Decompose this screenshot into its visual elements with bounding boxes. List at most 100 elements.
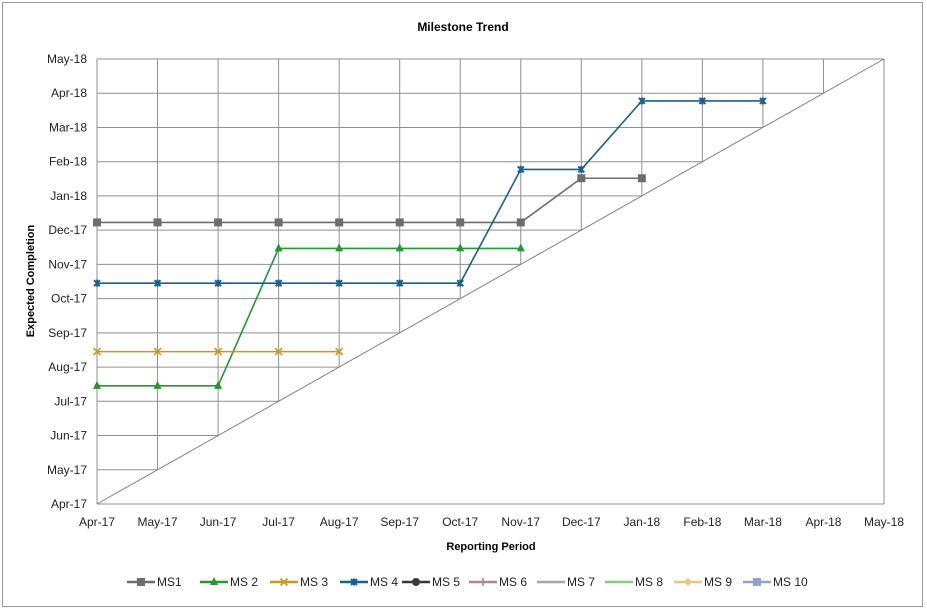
series-line bbox=[97, 177, 642, 224]
marker-square bbox=[137, 578, 145, 586]
legend-label: MS 2 bbox=[230, 575, 258, 589]
reference-line bbox=[96, 58, 885, 505]
marker-circle bbox=[412, 578, 420, 586]
marker-x bbox=[274, 347, 283, 356]
reference-diagonal bbox=[96, 58, 885, 505]
y-tick-label: Apr-18 bbox=[51, 86, 87, 100]
y-tick-label: Apr-17 bbox=[51, 497, 87, 511]
marker-square bbox=[395, 218, 404, 227]
marker-triangle bbox=[93, 380, 101, 389]
marker-x bbox=[335, 347, 344, 356]
marker-square bbox=[456, 218, 465, 227]
y-tick-label: Aug-17 bbox=[48, 360, 87, 374]
y-tick-label: Feb-18 bbox=[49, 155, 87, 169]
y-tick-label: Jul-17 bbox=[54, 394, 87, 408]
series-ms-3 bbox=[92, 347, 344, 356]
y-tick-label: Jan-18 bbox=[50, 189, 87, 203]
x-tick-label: Jan-18 bbox=[623, 515, 660, 529]
y-tick-label: May-17 bbox=[47, 463, 87, 477]
marker-star bbox=[698, 97, 707, 105]
marker-triangle bbox=[456, 243, 465, 252]
legend-item-ms-5: MS 5 bbox=[402, 575, 460, 589]
marker-triangle bbox=[335, 243, 344, 252]
x-tick-label: Nov-17 bbox=[501, 515, 540, 529]
x-tick-label: Jun-17 bbox=[200, 515, 237, 529]
series-line bbox=[97, 100, 763, 284]
marker-star bbox=[395, 279, 404, 287]
marker-square bbox=[153, 218, 162, 227]
x-tick-label: Oct-17 bbox=[442, 515, 478, 529]
legend-item-ms-3: MS 3 bbox=[270, 575, 328, 589]
marker-diamond bbox=[684, 578, 692, 586]
legend: MS1 MS 2 MS 3 MS 4 MS 5 MS 6 MS 7 MS 8 MS 9 MS 10 bbox=[127, 575, 808, 589]
marker-star bbox=[153, 279, 162, 287]
legend-label: MS 10 bbox=[773, 575, 808, 589]
marker-star bbox=[214, 279, 222, 287]
marker-x bbox=[279, 577, 289, 587]
marker-x bbox=[214, 347, 223, 356]
x-tick-label: Feb-18 bbox=[683, 515, 721, 529]
legend-item-ms-6: MS 6 bbox=[469, 575, 527, 589]
marker-x bbox=[92, 347, 102, 356]
legend-label: MS 5 bbox=[432, 575, 460, 589]
legend-item-ms-4: MS 4 bbox=[340, 575, 398, 589]
marker-star bbox=[350, 578, 358, 586]
y-tick-label: Mar-18 bbox=[49, 120, 87, 134]
x-tick-label: May-18 bbox=[864, 515, 904, 529]
marker-square bbox=[516, 218, 525, 227]
series-group bbox=[92, 97, 767, 389]
marker-triangle bbox=[153, 380, 162, 389]
marker-square bbox=[577, 174, 586, 183]
legend-label: MS 3 bbox=[300, 575, 328, 589]
marker-triangle bbox=[214, 380, 223, 389]
x-tick-label: May-17 bbox=[138, 515, 178, 529]
series-ms1 bbox=[93, 174, 646, 227]
marker-square bbox=[335, 218, 344, 227]
y-tick-label: Jun-17 bbox=[50, 429, 87, 443]
legend-item-ms-8: MS 8 bbox=[605, 575, 663, 589]
legend-item-ms1: MS1 bbox=[127, 575, 182, 589]
x-tick-label: Aug-17 bbox=[320, 515, 359, 529]
series-ms-2 bbox=[93, 243, 525, 389]
marker-triangle bbox=[516, 243, 525, 252]
marker-star bbox=[335, 279, 343, 287]
x-tick-label: Mar-18 bbox=[744, 515, 782, 529]
y-tick-label: Dec-17 bbox=[48, 223, 87, 237]
y-tick-labels: Apr-17 May-17 Jun-17 Jul-17 Aug-17 Sep-17 Oct-… bbox=[47, 52, 87, 511]
y-tick-label: May-18 bbox=[47, 52, 87, 66]
legend-label: MS1 bbox=[157, 575, 182, 589]
marker-square bbox=[637, 174, 646, 183]
x-tick-label: Apr-18 bbox=[805, 515, 841, 529]
legend-label: MS 7 bbox=[567, 575, 595, 589]
marker-star bbox=[638, 97, 646, 105]
chart-title: Milestone Trend bbox=[417, 20, 508, 34]
x-tick-label: Jul-17 bbox=[262, 515, 295, 529]
x-axis-title: Reporting Period bbox=[446, 541, 535, 553]
marker-plus bbox=[479, 578, 487, 586]
marker-square bbox=[753, 578, 761, 586]
legend-item-ms-7: MS 7 bbox=[537, 575, 595, 589]
legend-item-ms-9: MS 9 bbox=[674, 575, 732, 589]
y-axis-title: Expected Completion bbox=[25, 224, 37, 337]
y-tick-label: Sep-17 bbox=[48, 326, 87, 340]
marker-x bbox=[153, 347, 162, 356]
y-tick-label: Nov-17 bbox=[48, 257, 87, 271]
y-tick-label: Oct-17 bbox=[51, 292, 87, 306]
marker-triangle bbox=[210, 577, 218, 585]
legend-item-ms-2: MS 2 bbox=[200, 575, 258, 589]
series-line bbox=[97, 247, 521, 387]
marker-square bbox=[274, 218, 283, 227]
legend-label: MS 4 bbox=[370, 575, 398, 589]
x-tick-label: Dec-17 bbox=[562, 515, 601, 529]
marker-star bbox=[93, 279, 101, 287]
marker-triangle bbox=[274, 243, 283, 252]
legend-label: MS 8 bbox=[635, 575, 663, 589]
legend-label: MS 9 bbox=[704, 575, 732, 589]
legend-item-ms-10: MS 10 bbox=[743, 575, 808, 589]
marker-star bbox=[759, 97, 767, 105]
marker-star bbox=[456, 279, 464, 287]
marker-square bbox=[93, 218, 101, 227]
x-tick-label: Apr-17 bbox=[79, 515, 115, 529]
marker-star bbox=[274, 279, 283, 287]
